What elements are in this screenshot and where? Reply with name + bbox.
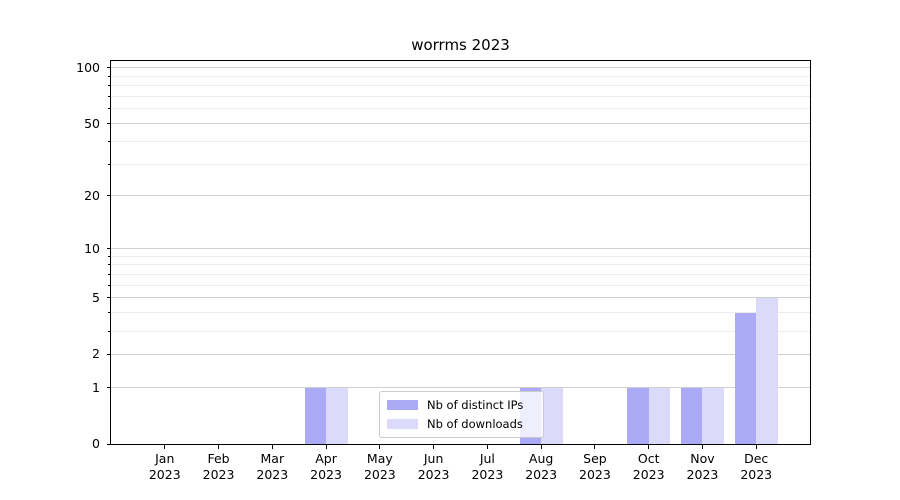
x-tick-label: Nov 2023 <box>686 451 719 482</box>
x-tick-mark <box>164 445 166 449</box>
x-tick-label: Jan 2023 <box>148 451 181 482</box>
y-minor-tick-mark <box>108 163 110 165</box>
minor-gridline <box>111 163 810 165</box>
x-tick-mark <box>755 445 757 449</box>
minor-gridline <box>111 108 810 110</box>
minor-gridline <box>111 284 810 286</box>
major-gridline <box>111 297 810 299</box>
x-tick-label: Feb 2023 <box>202 451 235 482</box>
y-minor-tick-mark <box>108 330 110 332</box>
x-tick-label: Sep 2023 <box>579 451 611 482</box>
downloads-swatch <box>387 418 418 429</box>
bar-downloads <box>648 387 671 444</box>
y-tick-label: 1 <box>92 379 100 395</box>
major-gridline <box>111 353 810 355</box>
y-tick-label: 5 <box>92 289 100 305</box>
x-tick-mark <box>271 445 273 449</box>
bar-downloads <box>756 297 778 444</box>
y-tick-label: 0 <box>92 436 100 451</box>
y-tick-mark <box>106 353 110 355</box>
y-minor-tick-mark <box>108 264 110 266</box>
x-tick-mark <box>594 445 596 449</box>
bar-distinct-ips <box>680 387 703 444</box>
y-tick-mark <box>106 123 110 125</box>
x-tick-label: Jul 2023 <box>471 451 504 482</box>
legend-label-distinct-ips: Nb of distinct IPs <box>427 398 524 413</box>
y-tick-mark <box>106 443 110 445</box>
y-tick-label: 100 <box>76 59 100 75</box>
y-tick-label: 50 <box>84 115 100 131</box>
y-tick-label: 10 <box>84 240 100 256</box>
y-tick-mark <box>106 387 110 388</box>
minor-gridline <box>111 264 810 266</box>
y-tick-mark <box>106 67 110 69</box>
y-minor-tick-mark <box>108 255 110 257</box>
chart-title: worrms 2023 <box>411 36 510 54</box>
legend: Nb of distinct IPs Nb of downloads <box>379 391 544 438</box>
x-tick-label: Mar 2023 <box>256 451 289 482</box>
y-tick-mark <box>106 248 110 250</box>
major-gridline <box>111 195 810 197</box>
bar-downloads <box>702 387 724 444</box>
legend-row-distinct-ips: Nb of distinct IPs <box>387 396 535 415</box>
minor-gridline <box>111 85 810 87</box>
minor-gridline <box>111 96 810 98</box>
bar-downloads <box>541 387 563 444</box>
bar-distinct-ips <box>734 312 757 444</box>
minor-gridline <box>111 312 810 314</box>
x-tick-label: Apr 2023 <box>310 451 342 482</box>
y-tick-label: 20 <box>84 187 100 203</box>
x-tick-label: Oct 2023 <box>632 451 665 482</box>
bar-downloads <box>326 387 348 444</box>
x-tick-label: Dec 2023 <box>740 451 773 482</box>
minor-gridline <box>111 255 810 257</box>
legend-row-downloads: Nb of downloads <box>387 415 535 434</box>
x-tick-mark <box>701 445 703 449</box>
y-minor-tick-mark <box>108 85 110 87</box>
bar-distinct-ips <box>304 387 327 444</box>
y-tick-label: 2 <box>92 346 100 362</box>
legend-label-downloads: Nb of downloads <box>427 416 523 431</box>
major-gridline <box>111 248 810 250</box>
distinct-ips-swatch <box>387 400 418 411</box>
x-tick-mark <box>648 445 650 449</box>
x-tick-mark <box>325 445 327 449</box>
major-gridline <box>111 67 810 69</box>
x-tick-label: Aug 2023 <box>525 451 558 482</box>
minor-gridline <box>111 274 810 276</box>
y-minor-tick-mark <box>108 75 110 77</box>
y-minor-tick-mark <box>108 140 110 142</box>
x-tick-mark <box>486 445 488 449</box>
major-gridline <box>111 387 810 388</box>
x-tick-mark <box>218 445 220 449</box>
x-tick-mark <box>379 445 381 449</box>
y-minor-tick-mark <box>108 96 110 98</box>
minor-gridline <box>111 75 810 77</box>
y-minor-tick-mark <box>108 312 110 314</box>
y-tick-mark <box>106 297 110 299</box>
x-tick-mark <box>433 445 435 449</box>
plot-area <box>110 60 811 445</box>
x-tick-label: May 2023 <box>363 451 396 482</box>
x-tick-mark <box>540 445 542 449</box>
y-minor-tick-mark <box>108 108 110 110</box>
y-minor-tick-mark <box>108 274 110 276</box>
bar-distinct-ips <box>627 387 649 444</box>
minor-gridline <box>111 330 810 332</box>
x-tick-label: Jun 2023 <box>417 451 450 482</box>
y-minor-tick-mark <box>108 284 110 286</box>
y-tick-mark <box>106 195 110 197</box>
minor-gridline <box>111 140 810 142</box>
major-gridline <box>111 123 810 125</box>
